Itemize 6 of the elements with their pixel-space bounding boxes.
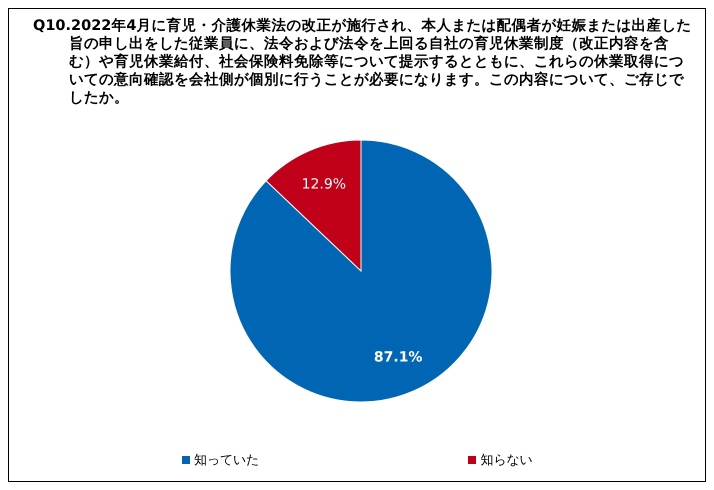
pie-slice [230,140,492,402]
data-label: 87.1% [374,350,422,366]
chart-title: Q10.2022年4月に育児・介護休業法の改正が施行され、本人または配偶者が妊娠または出産した旨の申し出をした従業員に、法令および法令を上回る自社の育児休業制度（改正内容を含む）や育児休業給付、社会保険料免除等について提示するとともに、これらの休業取得についての意向確認を会社側が個別に行うことが必要になります。この内容について、ご存じでしたか。 [33,17,692,107]
legend-label: 知っていた [192,452,259,469]
data-label: 12.9% [302,176,346,192]
legend-label: 知らない [479,452,532,469]
